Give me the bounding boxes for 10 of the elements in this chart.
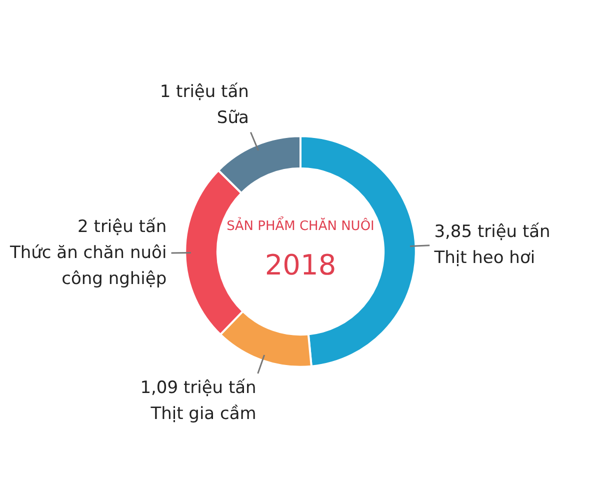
slice-label: Thức ăn chăn nuôi công nghiệp <box>8 243 167 290</box>
data-label: 2 triệu tấn <box>78 217 167 238</box>
slice-label: Thịt gia cầm <box>150 404 256 424</box>
text: 2018 <box>264 248 336 282</box>
data-label: 1,09 triệu tấn <box>140 378 256 398</box>
slice-label: Sữa <box>216 108 249 128</box>
data-label: 1 triệu tấn <box>160 82 249 102</box>
data-label: 3,85 triệu tấn <box>434 222 550 242</box>
slice-label: Thịt heo hơi <box>433 248 536 268</box>
text: SẢN PHẨM CHĂN NUÔI <box>226 216 374 234</box>
